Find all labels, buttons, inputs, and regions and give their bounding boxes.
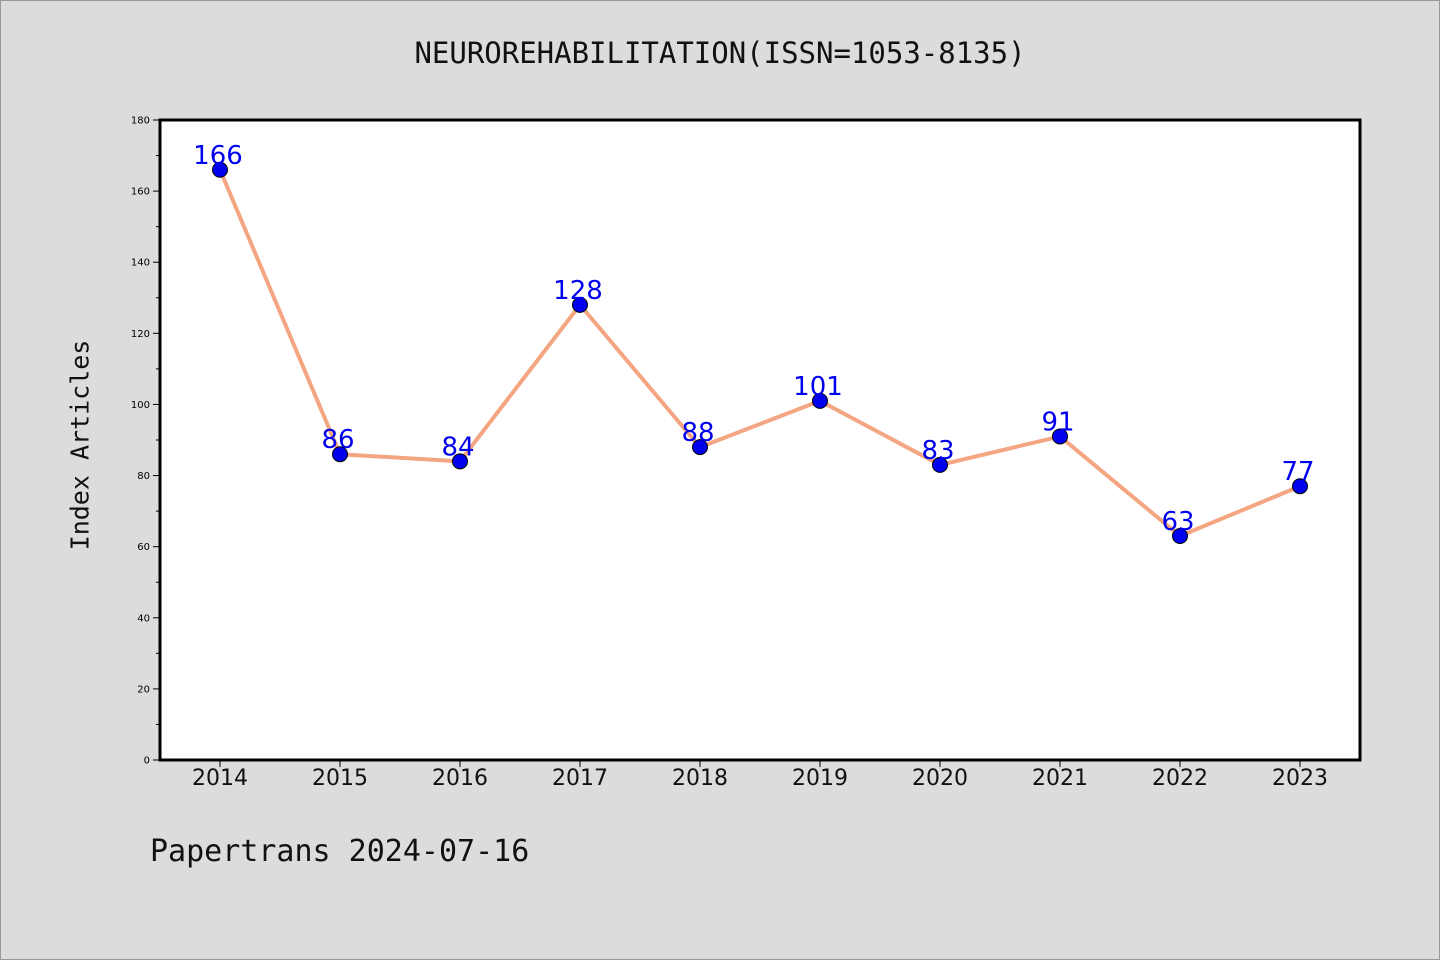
y-tick-label: 20 [137,684,150,695]
series-line [218,169,1301,538]
data-label: 91 [1041,407,1074,437]
data-label: 83 [921,436,954,466]
y-tick-label: 180 [131,116,150,127]
x-tick-label: 2019 [792,766,848,791]
data-label: 88 [681,418,714,448]
y-tick-label: 40 [137,613,150,624]
y-tick-label: 100 [131,400,150,411]
data-label: 63 [1161,507,1194,537]
data-point [452,453,468,470]
chart-title: NEUROREHABILITATION(ISSN=1053-8135) [414,36,1026,70]
x-axis: 2014 2015 2016 2017 2018 2019 2020 2021 2022 2023 [192,760,1328,791]
x-tick-label: 2023 [1272,766,1328,791]
y-tick-label: 60 [137,542,150,553]
data-label: 77 [1281,457,1314,487]
plot-area [158,118,1362,762]
data-point [1172,528,1188,544]
x-tick-label: 2022 [1152,766,1208,791]
data-label: 101 [793,372,843,402]
data-label: 166 [193,141,243,171]
data-point [1292,478,1308,495]
series-group: 166 86 84 128 88 101 83 91 63 77 [193,141,1315,544]
x-tick-label: 2016 [432,766,488,791]
y-tick-label: 120 [131,329,150,340]
x-tick-label: 2018 [672,766,728,791]
data-point [212,161,228,178]
data-point [1052,428,1068,445]
x-tick-label: 2020 [912,766,968,791]
x-tick-label: 2021 [1032,766,1088,791]
data-point [572,296,588,313]
y-axis: 0 20 40 60 80 100 120 140 160 180 [131,116,160,767]
y-tick-label: 160 [131,187,150,198]
x-tick-label: 2015 [312,766,368,791]
data-label: 84 [441,432,474,462]
y-tick-label: 140 [131,258,150,269]
data-point [692,439,708,456]
data-point [332,446,348,463]
data-point [932,456,948,473]
data-point [812,392,828,409]
x-tick-label: 2017 [552,766,608,791]
x-tick-label: 2014 [192,766,248,791]
y-tick-label: 0 [144,756,150,767]
y-tick-label: 80 [137,471,150,482]
footer-credit: Papertrans 2024-07-16 [150,834,530,869]
data-label: 128 [553,276,603,306]
data-label: 86 [321,425,354,455]
